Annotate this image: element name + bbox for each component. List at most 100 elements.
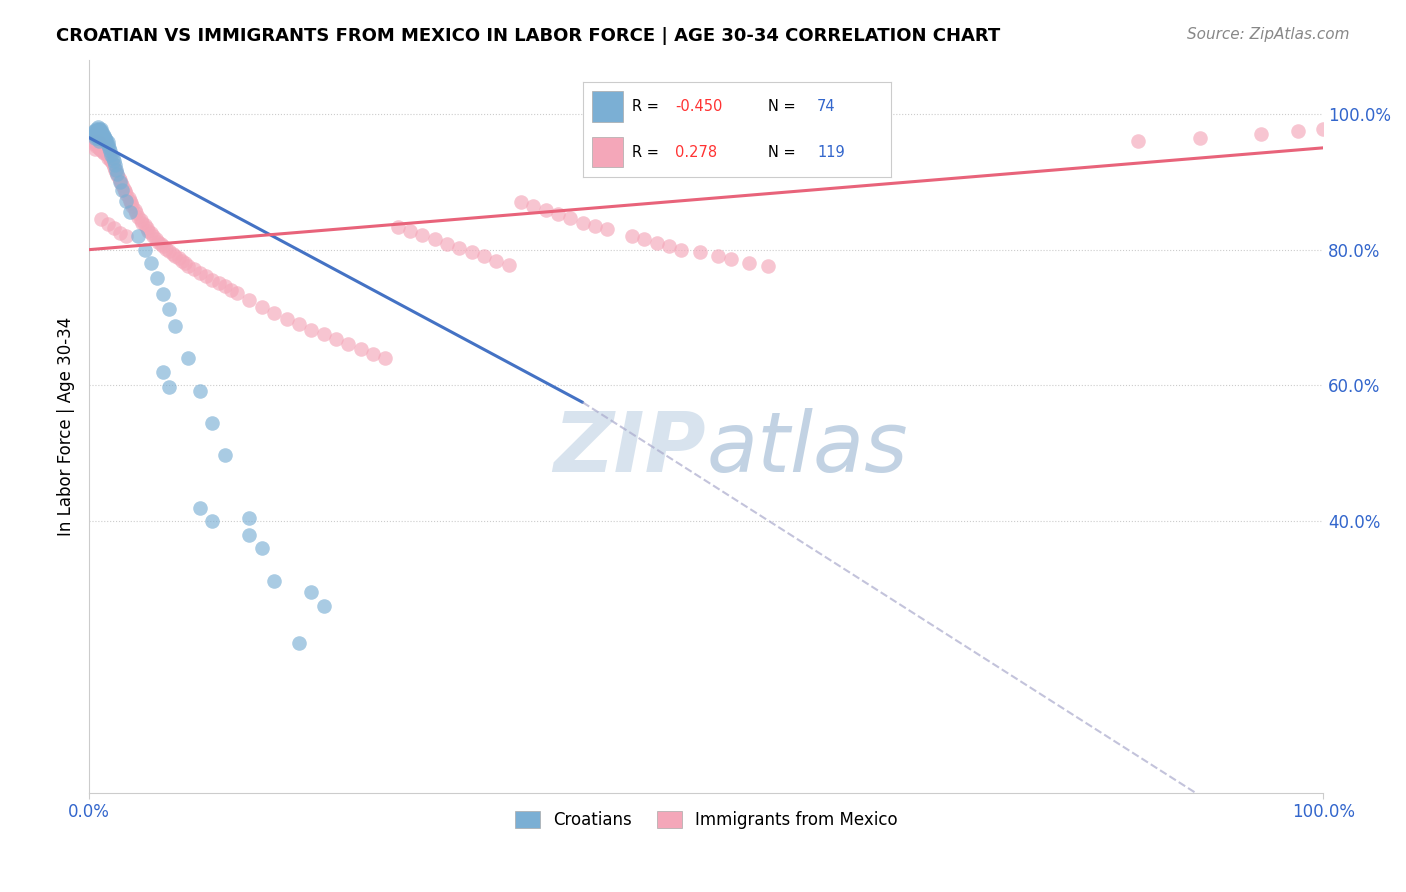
Point [103, 160, 125, 174]
Point [97, 217, 120, 231]
Point [152, 239, 174, 253]
Point [93, 146, 115, 161]
Point [120, 196, 142, 211]
Point [349, 342, 371, 356]
Point [105, 162, 128, 177]
Point [89, 142, 111, 156]
Point [201, 416, 224, 430]
Point [90, 128, 112, 142]
Point [583, 219, 606, 233]
Point [101, 157, 124, 171]
Point [658, 238, 681, 252]
Point [118, 194, 141, 208]
Point [89, 128, 111, 143]
Point [87, 134, 110, 148]
Point [89, 126, 111, 140]
Point [87, 121, 110, 136]
Point [170, 253, 193, 268]
Point [134, 243, 156, 257]
Point [188, 384, 211, 398]
Point [387, 219, 409, 234]
Point [139, 227, 162, 241]
Point [738, 256, 761, 270]
Point [146, 271, 169, 285]
Point [188, 266, 211, 280]
Point [86, 131, 108, 145]
Point [124, 203, 146, 218]
Point [86, 121, 108, 136]
Point [104, 162, 127, 177]
Point [97, 147, 120, 161]
Point [201, 272, 224, 286]
Point [1250, 128, 1272, 142]
Point [87, 124, 110, 138]
Point [263, 574, 285, 588]
Point [91, 130, 114, 145]
Point [127, 210, 149, 224]
Point [86, 126, 108, 140]
Point [86, 133, 108, 147]
Point [312, 327, 335, 342]
Point [165, 318, 187, 333]
Point [472, 249, 495, 263]
Point [83, 124, 105, 138]
Point [671, 243, 693, 257]
Point [90, 130, 112, 145]
Point [263, 306, 285, 320]
Point [226, 286, 249, 301]
Point [1288, 124, 1310, 138]
Point [115, 194, 138, 208]
Point [84, 124, 107, 138]
Point [93, 128, 115, 143]
Point [86, 123, 108, 137]
Point [460, 245, 482, 260]
Point [111, 183, 134, 197]
Point [361, 346, 384, 360]
Text: CROATIAN VS IMMIGRANTS FROM MEXICO IN LABOR FORCE | AGE 30-34 CORRELATION CHART: CROATIAN VS IMMIGRANTS FROM MEXICO IN LA… [56, 27, 1001, 45]
Point [276, 311, 298, 326]
Point [449, 241, 471, 255]
Point [720, 252, 742, 267]
Point [105, 164, 128, 178]
Point [100, 147, 122, 161]
Point [100, 154, 122, 169]
Point [107, 168, 129, 182]
Point [94, 142, 117, 156]
Point [1126, 134, 1149, 148]
Point [107, 167, 129, 181]
Y-axis label: In Labor Force | Age 30-34: In Labor Force | Age 30-34 [58, 317, 75, 536]
Point [423, 232, 446, 246]
Point [125, 206, 148, 220]
Point [87, 128, 110, 143]
Point [157, 302, 180, 317]
Text: Source: ZipAtlas.com: Source: ZipAtlas.com [1187, 27, 1350, 42]
Point [250, 300, 273, 314]
Point [98, 144, 121, 158]
Point [148, 235, 170, 249]
Point [91, 128, 114, 142]
Point [149, 237, 172, 252]
Point [84, 130, 107, 145]
Point [96, 136, 118, 150]
Point [118, 205, 141, 219]
Point [86, 128, 108, 143]
Point [560, 211, 582, 226]
Point [90, 124, 112, 138]
Point [110, 176, 132, 190]
Point [139, 256, 162, 270]
Point [399, 224, 422, 238]
Point [121, 199, 143, 213]
Point [142, 229, 165, 244]
Point [101, 151, 124, 165]
Point [214, 448, 236, 462]
Point [522, 199, 544, 213]
Point [756, 259, 779, 273]
Point [115, 186, 138, 201]
Point [157, 380, 180, 394]
Point [571, 215, 593, 229]
Point [86, 134, 108, 148]
Point [645, 235, 668, 250]
Point [97, 141, 120, 155]
Point [87, 131, 110, 145]
Point [94, 133, 117, 147]
